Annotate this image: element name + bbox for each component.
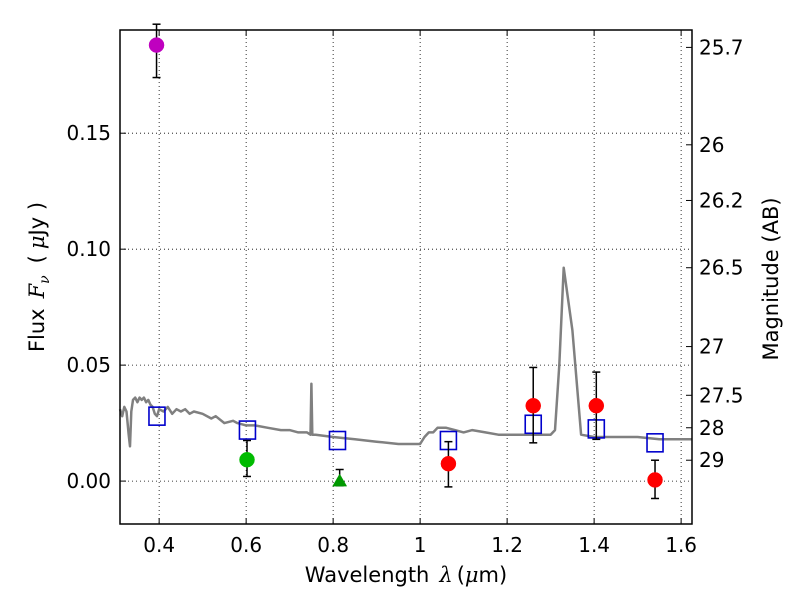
data-point-marker: [239, 452, 255, 468]
plot-frame: [119, 29, 693, 525]
data-point-marker: [148, 37, 165, 53]
model-photometry-marker: [148, 406, 166, 426]
right-tick-label: 27.5: [699, 383, 744, 407]
axis-ticks: 0.4 0.6 0.8 1 1.2 1.4 1.6 0.00 0.05 0.10 0.15 25.7 2…: [66, 30, 744, 557]
series-layer: [118, 23, 692, 500]
x-tick-label: 1.2: [491, 533, 523, 557]
right-tick-label: 28: [699, 416, 724, 440]
y-tick-label: 0.05: [66, 353, 111, 377]
x-tick-label: 1: [414, 533, 427, 557]
x-tick-label: 1.4: [578, 533, 610, 557]
right-tick-label: 26: [699, 133, 724, 157]
right-tick-label: 25.7: [699, 35, 744, 59]
right-tick-label: 26.2: [699, 188, 744, 212]
x-tick-label: 1.6: [665, 533, 697, 557]
data-point-marker: [588, 397, 605, 414]
right-tick-label: 29: [699, 448, 724, 472]
y-tick-label: 0.10: [66, 237, 111, 261]
sed-line: [118, 266, 692, 448]
data-point-marker: [440, 455, 457, 472]
data-point-marker: [647, 472, 663, 488]
right-axis-label: Magnitude (AB): [759, 197, 783, 360]
data-point-marker: [525, 397, 541, 414]
y-axis-label: FluxFν(μJy ): [25, 202, 53, 352]
y-tick-label: 0.15: [66, 121, 111, 145]
model-photometry-marker: [238, 420, 257, 440]
x-axis-label: Wavelength λ (μm): [305, 563, 507, 587]
x-tick-label: 0.4: [143, 533, 175, 557]
y-tick-label: 0.00: [66, 469, 111, 493]
model-photometry-marker: [328, 430, 347, 451]
grid-lines: [120, 30, 692, 524]
x-tick-label: 0.8: [317, 533, 349, 557]
x-tick-label: 0.6: [230, 533, 262, 557]
plot-area: [120, 30, 692, 524]
right-tick-label: 27: [699, 335, 724, 359]
right-tick-label: 26.5: [699, 256, 744, 280]
upper-limit-marker: [332, 473, 348, 487]
model-photometry-marker: [646, 433, 664, 453]
